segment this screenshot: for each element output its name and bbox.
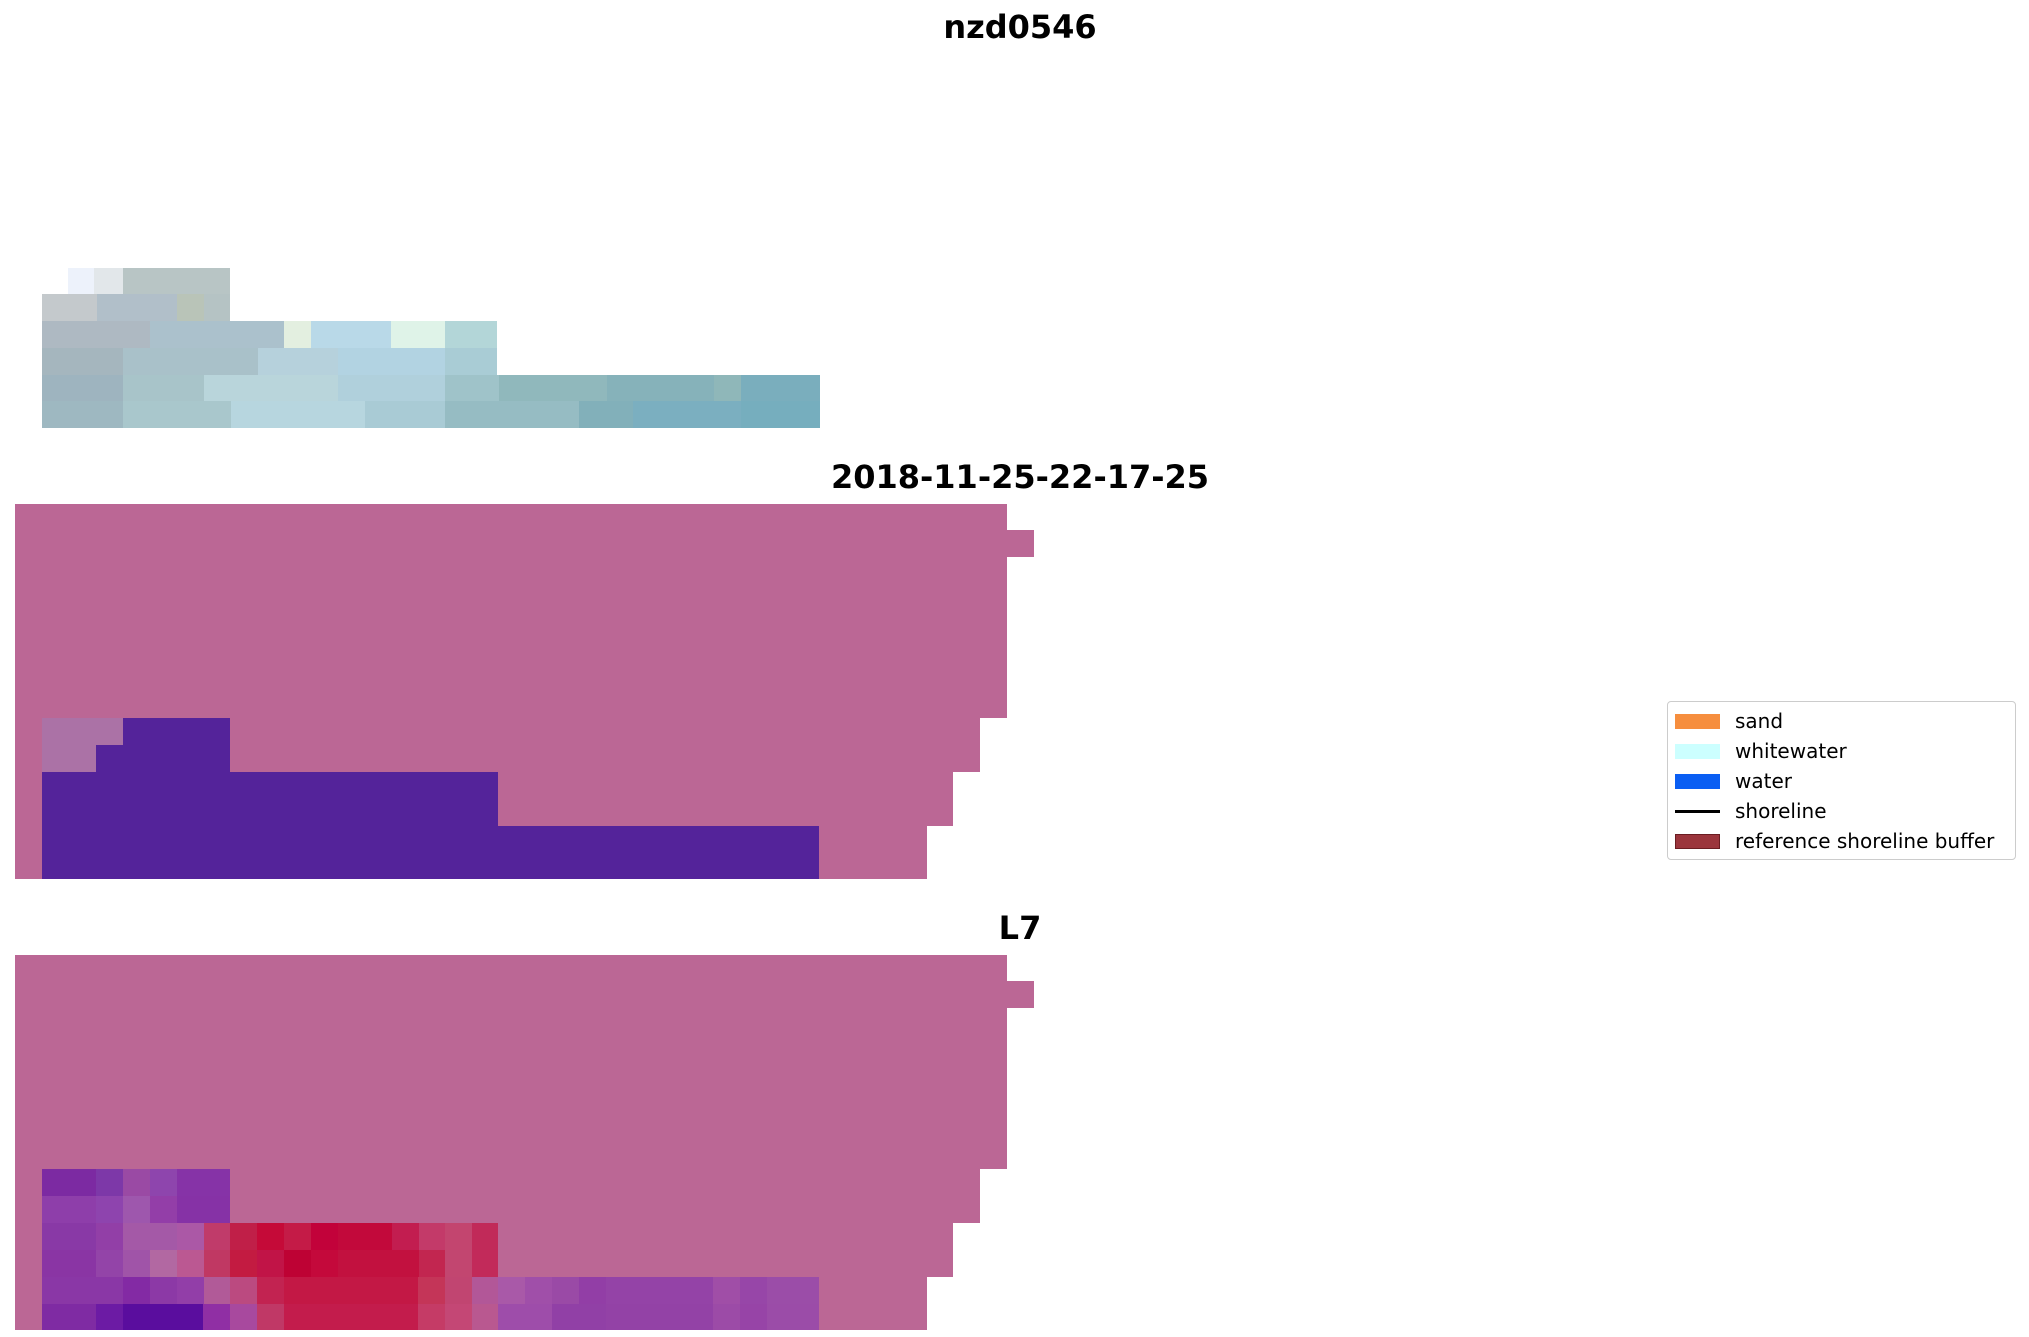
legend-item-reference-buffer: reference shoreline buffer: [1668, 826, 2015, 856]
legend-label-whitewater: whitewater: [1735, 739, 1847, 763]
water-swatch: [1675, 774, 1720, 789]
whitewater-swatch: [1675, 744, 1720, 759]
sand-swatch: [1675, 714, 1720, 729]
legend-label-water: water: [1735, 769, 1792, 793]
shoreline-line-swatch: [1675, 810, 1720, 813]
legend-label-reference-buffer: reference shoreline buffer: [1735, 829, 1995, 853]
top-panel-title: nzd0546: [943, 8, 1097, 46]
mask-edge-steps: [927, 718, 1010, 881]
bottom-panel-title: L7: [998, 909, 1042, 947]
middle-panel-title: 2018-11-25-22-17-25: [830, 458, 1210, 496]
water-overlay: [42, 718, 819, 879]
legend-label-sand: sand: [1735, 709, 1784, 733]
legend-item-water: water: [1668, 766, 2015, 796]
legend: sand whitewater water shoreline referenc…: [1667, 701, 2016, 860]
rgb-image: [42, 268, 820, 428]
legend-item-shoreline: shoreline: [1668, 796, 2015, 826]
reference-buffer-swatch: [1675, 834, 1720, 849]
legend-item-whitewater: whitewater: [1668, 736, 2015, 766]
probability-overlay: [42, 1169, 819, 1330]
legend-label-shoreline: shoreline: [1735, 799, 1827, 823]
legend-item-sand: sand: [1668, 706, 2015, 736]
mask-edge-steps-2: [927, 1169, 1010, 1332]
